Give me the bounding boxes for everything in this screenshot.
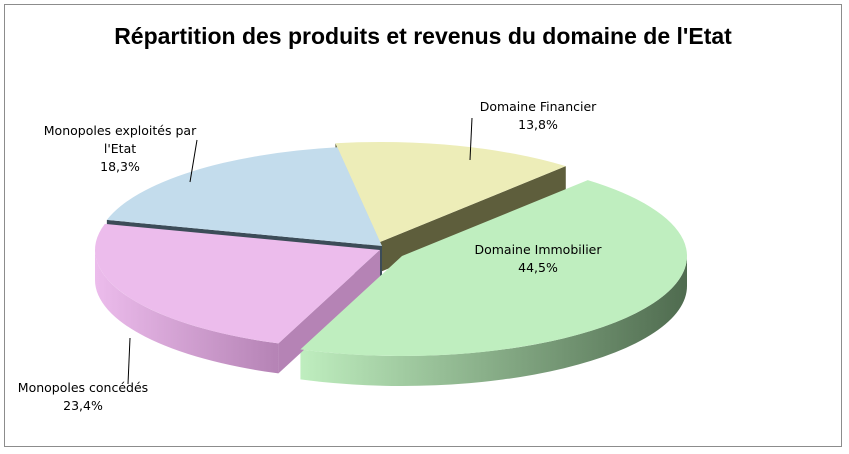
slice-side-1 xyxy=(300,256,687,386)
slice-label-2-1: 23,4% xyxy=(63,398,103,413)
leader-line-3 xyxy=(189,139,198,183)
slice-label-3-2: 18,3% xyxy=(100,159,140,174)
pie-slice-1 xyxy=(300,180,687,356)
slice-wall-2 xyxy=(278,250,380,374)
pie-slice-0 xyxy=(335,142,566,242)
pie-slice-2 xyxy=(95,223,380,344)
pie-slice-3 xyxy=(106,147,382,246)
slice-label-1-0: Domaine Immobilier xyxy=(474,242,602,257)
slice-label-0-0: Domaine Financier xyxy=(480,99,597,114)
slice-wall-0 xyxy=(380,166,566,272)
slice-label-2-0: Monopoles concédés xyxy=(18,380,148,395)
chart-title: Répartition des produits et revenus du d… xyxy=(114,23,732,49)
leader-line-2 xyxy=(127,337,131,385)
leader-line-0 xyxy=(469,117,473,161)
slice-label-3-1: l'Etat xyxy=(104,141,136,156)
slice-label-0-1: 13,8% xyxy=(518,117,558,132)
slice-side-2 xyxy=(94,250,279,374)
slice-label-3-0: Monopoles exploités par xyxy=(44,123,197,138)
slice-label-1-1: 44,5% xyxy=(518,260,558,275)
